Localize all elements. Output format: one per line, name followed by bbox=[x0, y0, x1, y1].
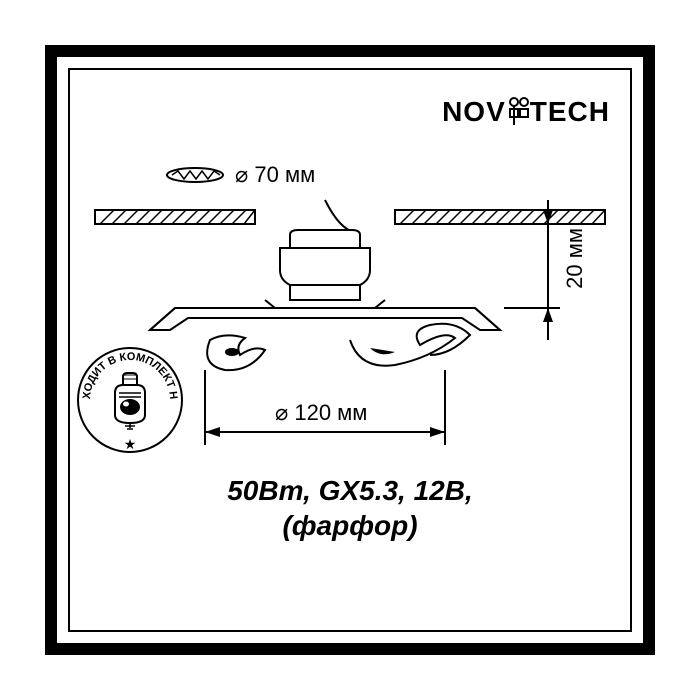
diagram-card: NOV TECH bbox=[0, 0, 700, 700]
hole-dim-label: ⌀ 70 мм bbox=[235, 162, 315, 188]
ceiling-right bbox=[395, 210, 605, 224]
lamp-body bbox=[265, 200, 385, 308]
not-included-badge: ВХОДИТ В КОМПЛЕКТ НЕ ★ bbox=[75, 345, 185, 455]
diameter-dim-label: ⌀ 120 мм bbox=[275, 400, 367, 426]
ceiling-left bbox=[95, 210, 255, 224]
height-dim-label: 20 мм bbox=[562, 228, 588, 289]
spec-line-2: (фарфор) bbox=[0, 510, 700, 542]
svg-text:★: ★ bbox=[124, 436, 137, 452]
spec-line-1: 50Вт, GX5.3, 12В, bbox=[0, 475, 700, 507]
drill-symbol bbox=[167, 168, 223, 182]
decorative-ornament bbox=[207, 324, 470, 370]
